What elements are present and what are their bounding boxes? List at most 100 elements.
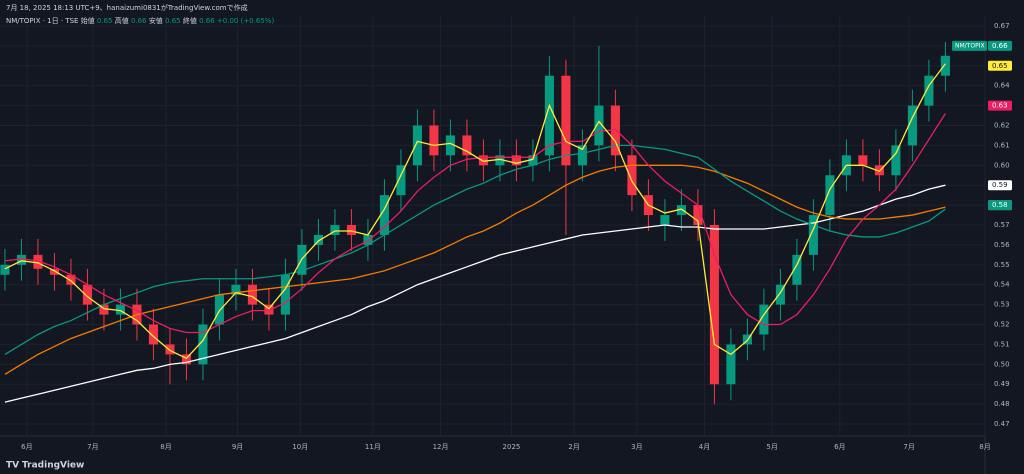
candle-body [412, 125, 422, 166]
candle-body [181, 354, 191, 365]
candle-body [99, 304, 109, 315]
legend-item: 始値 [81, 16, 95, 25]
x-tick-label: 8月 [979, 443, 990, 451]
price-tag-value: 0.66 [992, 42, 1008, 50]
price-tag [988, 180, 1012, 191]
candle-body [346, 225, 356, 235]
price-tag [988, 200, 1012, 211]
candle-body [313, 234, 323, 245]
candle-body [198, 324, 208, 365]
candle-body [247, 284, 257, 305]
y-tick-label: 0.49 [994, 380, 1010, 388]
candle-body [775, 284, 785, 305]
candle-body [924, 75, 934, 106]
price-tag-name [952, 40, 987, 51]
price-tag [988, 100, 1012, 111]
y-tick-label: 0.67 [994, 22, 1010, 30]
candle-body [577, 145, 587, 166]
legend-item: 0.66 [199, 17, 215, 25]
x-tick-label: 2月 [568, 443, 579, 451]
candle-body [214, 294, 224, 325]
candle-body [660, 215, 670, 226]
x-tick-label: 7月 [87, 443, 98, 451]
candle-body [693, 205, 703, 226]
x-tick-label: 12月 [433, 443, 449, 451]
legend-item: 0.65 [97, 17, 113, 25]
candle-body [462, 135, 472, 156]
candle-body [907, 105, 917, 146]
x-tick-label: 7月 [903, 443, 914, 451]
legend-item: +0.00 (+0.65%) [217, 17, 275, 25]
moving-average [4, 144, 946, 355]
candle-body [445, 135, 455, 156]
candle-body [627, 155, 637, 196]
x-tick-label: 6月 [834, 443, 845, 451]
moving-average [4, 184, 946, 403]
candle-body [115, 304, 125, 315]
candle-body [330, 225, 340, 235]
y-tick-label: 0.61 [994, 141, 1010, 149]
x-tick-label: 3月 [631, 443, 642, 451]
candle-body [49, 268, 59, 275]
x-tick-label: 8月 [160, 443, 171, 451]
candle-body [511, 155, 521, 166]
candle-body [874, 165, 884, 176]
candle-body [726, 344, 736, 385]
x-tick-label: 4月 [699, 443, 710, 451]
footer-logo: TradingView [22, 461, 84, 471]
price-tag-value: 0.59 [992, 181, 1008, 189]
candle-body [280, 274, 290, 315]
x-tick-label: 5月 [766, 443, 777, 451]
candle-body [891, 145, 901, 176]
legend-item: 終値 [183, 16, 197, 25]
candle-body [82, 284, 92, 305]
y-tick-label: 0.51 [994, 340, 1010, 348]
price-tag-label: NM/TOPIX [955, 42, 985, 49]
y-tick-label: 0.57 [994, 221, 1010, 229]
candle-body [165, 344, 175, 355]
candle-body [478, 155, 488, 166]
candle-body [528, 155, 538, 166]
candle-body [429, 125, 439, 156]
candle-body [792, 254, 802, 285]
moving-average [4, 164, 946, 375]
candle-body [66, 274, 76, 285]
caption: 7月 18, 2025 18:13 UTC+9、hanaizumi0831がTr… [6, 3, 248, 12]
moving-average [4, 113, 946, 334]
y-tick-label: 0.60 [994, 161, 1010, 169]
candle-body [0, 264, 10, 275]
candle-body [610, 105, 620, 156]
candle-body [16, 254, 26, 265]
candle-body [148, 324, 158, 345]
y-tick-label: 0.48 [994, 400, 1010, 408]
y-tick-label: 0.62 [994, 121, 1010, 129]
legend-item: 0.66 [131, 17, 147, 25]
candle-body [594, 105, 604, 146]
candle-body [759, 304, 769, 335]
legend-item: NM/TOPIX · 1日 · TSE [6, 17, 78, 25]
x-tick-label: 6月 [21, 443, 32, 451]
candle-body [709, 225, 719, 385]
price-tag [988, 60, 1012, 71]
x-tick-label: 2025 [503, 443, 521, 451]
y-tick-label: 0.53 [994, 301, 1010, 309]
y-tick-label: 0.56 [994, 241, 1010, 249]
y-tick-label: 0.52 [994, 321, 1010, 329]
y-tick-label: 0.64 [994, 82, 1010, 90]
candle-body [544, 75, 554, 156]
legend: NM/TOPIX · 1日 · TSE 始値 0.65 高値 0.66 安値 0… [6, 16, 274, 25]
price-tag-value: 0.63 [992, 102, 1008, 110]
candle-body [825, 175, 835, 216]
legend-item: 安値 [149, 16, 163, 25]
y-tick-label: 0.55 [994, 261, 1010, 269]
y-tick-label: 0.50 [994, 360, 1010, 368]
candle-body [363, 234, 373, 245]
logo-icon: TV [6, 461, 19, 471]
price-tag-value: 0.58 [992, 201, 1008, 209]
x-tick-label: 9月 [232, 443, 243, 451]
price-tag [988, 40, 1012, 51]
candle-body [231, 284, 241, 295]
x-tick-label: 10月 [292, 443, 308, 451]
